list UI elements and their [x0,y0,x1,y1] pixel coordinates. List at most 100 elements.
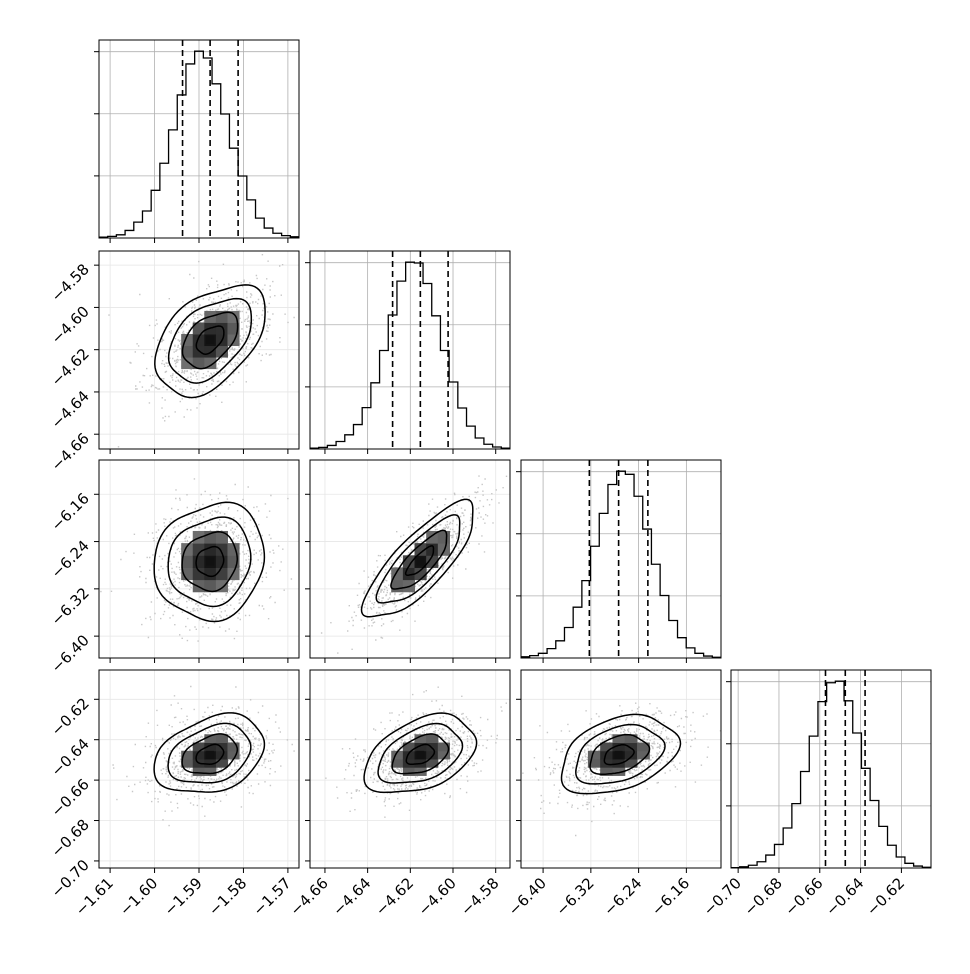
contour-3-2-1 [589,733,651,776]
density-cell-2-1-2-2 [391,579,404,593]
xtick-label-1-1: −4.64 [329,874,374,919]
density-cell-3-1-4-6 [414,734,427,744]
density-cell-1-0-2-2 [181,357,194,370]
density-cell-2-0-3-5 [192,543,205,556]
density-peak-3-0 [206,750,215,759]
density-cell-3-1-5-3 [426,758,439,768]
histogram-step-3 [731,680,931,868]
contour-3-0-2 [167,722,252,784]
contour-3-2-2 [575,723,666,785]
density-cell-3-0-6-4 [227,750,240,760]
density-cell-3-2-5-4 [624,750,638,760]
panel-plot-area-3-1 [310,670,510,868]
contour-2-1-2 [375,514,461,604]
contour-2-0-0 [195,545,225,578]
xtick-label-1-4: −4.58 [457,874,502,919]
density-cell-3-1-5-4 [426,750,439,760]
contour-1-0-2 [167,297,253,384]
density-cell-3-0-2-3 [181,758,194,768]
panel-1-0: −4.66−4.64−4.62−4.60−4.58 [48,250,300,475]
histogram-step-0 [99,50,299,238]
density-cell-3-0-4-6 [204,734,217,744]
density-cell-3-2-4-2 [612,767,626,776]
panel-plot-area-1-0 [99,251,299,449]
contour-2-1-0 [404,545,435,576]
density-peak-3-1 [416,750,425,759]
ytick-label-1-3: −4.60 [48,303,93,348]
density-peak-3-2 [614,750,623,759]
density-cell-3-2-4-6 [612,734,626,744]
ytick-label-1-0: −4.66 [48,429,93,474]
ytick-label-2-2: −6.24 [48,537,93,582]
histogram-step-2 [521,470,721,658]
panel-3-0: −0.70−0.68−0.66−0.64−0.62−1.61 −1.60 −1.59… [48,669,300,919]
density-cell-2-1-6-6 [437,530,450,544]
panel-plot-area-3-3 [731,670,931,868]
density-cell-3-2-4-5 [612,742,626,752]
xtick-label-0-1: −1.60 [116,874,161,919]
contour-3-1-3 [363,712,478,794]
density-cell-3-1-2-3 [391,758,404,768]
density-cell-3-1-4-5 [414,742,427,752]
contour-1-0-1 [181,311,239,370]
contour-3-1-1 [391,733,450,775]
contour-1-0-3 [154,284,266,399]
panel-frame-3-0 [98,669,300,869]
panel-plot-area-2-2 [521,460,721,658]
panel-plot-area-0-0 [99,40,299,238]
panel-3-2: −6.40 −6.32 −6.24 −6.16 [505,669,722,919]
ytick-label-2-1: −6.32 [48,584,93,629]
density-cell-3-2-2-4 [587,750,601,760]
density-cell-2-0-2-4 [181,555,194,568]
contour-2-0-1 [181,531,239,593]
ytick-label-3-2: −0.66 [48,775,93,820]
xtick-label-2-0: −6.40 [505,874,550,919]
ytick-label-3-3: −0.64 [48,735,93,780]
density-cell-2-0-3-3 [192,567,205,581]
density-cell-3-1-2-4 [391,750,404,760]
contour-3-2-3 [560,713,682,795]
density-cell-3-0-3-4 [192,750,205,760]
density-cell-3-0-3-2 [192,767,205,776]
panel-2-1 [305,459,511,663]
ytick-label-3-4: −0.62 [48,694,93,739]
xtick-label-3-2: −0.66 [781,874,826,919]
density-cell-3-1-3-2 [402,767,416,776]
density-cell-3-1-5-5 [426,742,439,752]
density-cell-3-1-3-5 [402,742,416,752]
density-cell-3-0-5-3 [215,758,228,768]
ytick-label-3-1: −0.68 [48,816,93,861]
density-peak-2-0 [206,557,215,566]
density-cell-3-2-2-3 [587,758,601,768]
ytick-label-1-1: −4.64 [48,387,93,432]
density-cell-2-0-3-4 [192,555,205,568]
xtick-label-2-2: −6.24 [600,874,645,919]
density-cell-1-0-5-5 [215,322,228,335]
panel-frame-2-0 [98,459,300,659]
density-cell-3-2-6-4 [637,750,650,760]
ytick-label-2-3: −6.16 [48,489,93,534]
contour-3-0-3 [153,712,266,793]
contour-2-1-1 [390,529,448,590]
density-cell-3-2-5-5 [624,742,638,752]
density-cell-1-0-3-5 [192,322,205,335]
xtick-label-1-2: −4.62 [372,874,417,919]
panel-frame-2-1 [309,459,511,659]
panel-frame-1-0 [98,250,300,450]
xtick-label-0-3: −1.58 [205,874,250,919]
density-cell-1-0-3-2 [192,357,205,370]
density-peak-1-0 [206,335,215,344]
density-cell-3-0-5-5 [215,742,228,752]
panel-0-0 [94,39,300,243]
contour-3-1-2 [377,722,464,784]
contour-3-2-0 [603,743,635,766]
contour-3-1-0 [405,743,436,765]
density-cell-3-2-5-3 [624,758,638,768]
density-cell-3-1-5-6 [426,734,439,744]
panel-plot-area-3-2 [521,670,721,868]
panel-2-2 [516,459,722,663]
density-cell-3-0-4-5 [204,742,217,752]
contour-2-0-3 [153,501,266,623]
density-cell-3-2-3-2 [600,767,613,776]
